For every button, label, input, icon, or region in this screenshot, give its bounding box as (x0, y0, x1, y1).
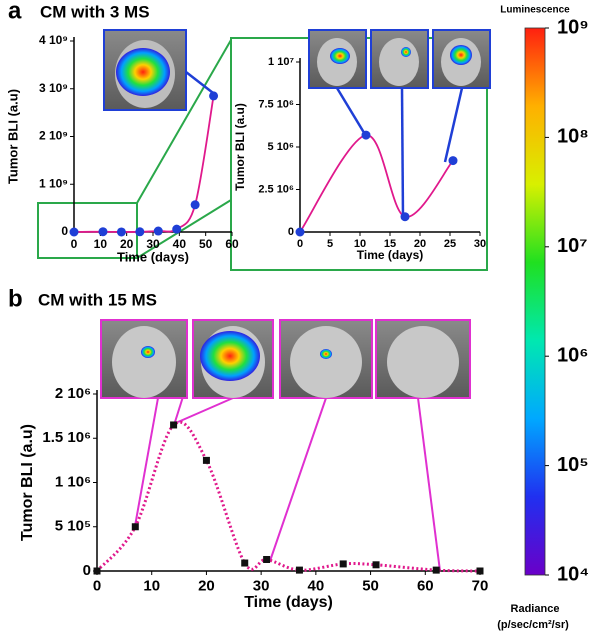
colorbar-label: Radiance (511, 603, 560, 615)
x-tick-label: 5 (327, 238, 333, 250)
marker (295, 227, 305, 237)
panel-label: b (8, 285, 23, 312)
x-tick-label: 30 (474, 238, 486, 250)
marker (98, 227, 108, 237)
y-tick-label: 2 10⁶ (55, 385, 91, 402)
x-tick-label: 10 (354, 238, 366, 250)
y-tick-label: 5 10⁵ (55, 518, 91, 535)
marker (170, 421, 178, 429)
x-tick-label: 30 (146, 237, 160, 251)
x-tick-label: 20 (120, 237, 134, 251)
series-line (299, 134, 454, 233)
x-tick-label: 20 (414, 238, 426, 250)
y-tick-label: 0 (288, 226, 294, 238)
x-tick-label: 10 (143, 577, 160, 594)
colorbar-tick-label: 10⁸ (557, 126, 589, 148)
x-tick-label: 0 (71, 237, 78, 251)
mouse-images-a (103, 29, 491, 111)
connectors-b (134, 383, 441, 572)
marker (361, 130, 371, 140)
marker (295, 566, 303, 574)
marker (153, 226, 163, 236)
marker (476, 567, 484, 575)
marker (432, 566, 440, 574)
marker (339, 560, 347, 568)
x-axis-label: Time (days) (117, 249, 189, 264)
marker (209, 91, 219, 101)
marker (190, 200, 200, 210)
colorbar (524, 27, 546, 576)
y-tick-label: 3 10⁹ (39, 81, 68, 95)
y-tick-label: 7.5 10⁶ (258, 98, 294, 110)
colorbar-tick-label: 10⁵ (557, 454, 589, 476)
x-tick-label: 40 (173, 237, 187, 251)
x-tick-label: 0 (93, 577, 101, 594)
marker (93, 567, 101, 575)
y-axis-label: Tumor BLI (a.u) (19, 424, 36, 541)
marker (448, 156, 458, 166)
y-tick-label: 5 10⁶ (268, 141, 294, 153)
x-tick-label: 40 (308, 577, 325, 594)
x-tick-label: 15 (384, 238, 396, 250)
x-tick-label: 60 (225, 237, 239, 251)
x-tick-label: 60 (417, 577, 434, 594)
x-tick-label: 0 (297, 238, 303, 250)
y-tick-label: 0 (61, 224, 68, 238)
mouse-images-b (100, 319, 471, 399)
panel-title: CM with 3 MS (40, 2, 150, 21)
y-tick-label: 1 10⁶ (55, 473, 91, 490)
y-tick-label: 0 (83, 562, 91, 579)
colorbar-units: (p/sec/cm²/sr) (497, 619, 569, 631)
y-tick-label: 1.5 10⁶ (42, 429, 91, 446)
y-tick-label: 4 10⁹ (39, 33, 68, 47)
series-line (73, 95, 215, 233)
y-tick-label: 2 10⁹ (39, 129, 68, 143)
marker (69, 227, 79, 237)
x-tick-label: 50 (199, 237, 213, 251)
marker (202, 456, 210, 464)
panel-label: a (8, 0, 22, 24)
marker (372, 561, 380, 569)
x-tick-label: 25 (444, 238, 456, 250)
colorbar-tick-label: 10⁴ (557, 563, 589, 585)
connectors-a (185, 71, 464, 219)
y-tick-label: 2.5 10⁶ (258, 183, 294, 195)
y-axis-label: Tumor BLI (a.u) (5, 89, 20, 184)
y-tick-label: 1 10⁹ (39, 176, 68, 190)
colorbar-tick-label: 10⁷ (557, 235, 588, 257)
marker (241, 559, 249, 567)
x-tick-label: 30 (253, 577, 270, 594)
marker (135, 227, 145, 237)
marker (263, 555, 271, 563)
y-axis-label: Tumor BLI (a.u) (233, 103, 247, 191)
colorbar-tick-label: 10⁹ (557, 16, 589, 38)
x-axis-label: Time (days) (357, 248, 423, 262)
colorbar-title: Luminescence (500, 5, 570, 16)
panel-title: CM with 15 MS (38, 290, 157, 309)
x-tick-label: 20 (198, 577, 215, 594)
marker (116, 227, 126, 237)
marker (131, 523, 139, 531)
colorbar-tick-label: 10⁶ (557, 344, 588, 366)
series-line (95, 420, 481, 573)
x-axis-label: Time (days) (244, 594, 333, 611)
x-tick-label: 50 (362, 577, 379, 594)
marker (400, 212, 410, 222)
x-tick-label: 10 (94, 237, 108, 251)
x-tick-label: 70 (472, 577, 489, 594)
marker (172, 224, 182, 234)
y-tick-label: 1 10⁷ (268, 56, 294, 68)
